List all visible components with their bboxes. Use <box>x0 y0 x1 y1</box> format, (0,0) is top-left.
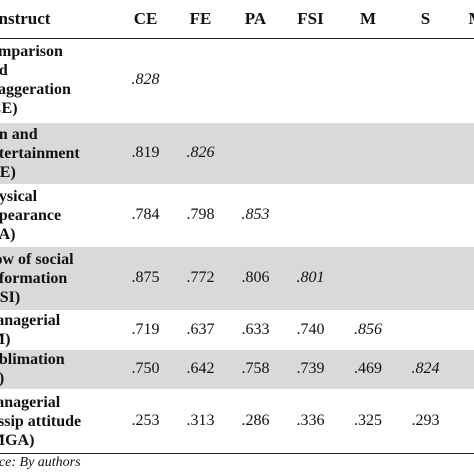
table-cell <box>453 310 474 350</box>
table-cell <box>338 184 398 247</box>
table-cell <box>338 122 398 185</box>
table-cell: .642 <box>173 349 228 390</box>
table-cell: .819 <box>118 122 173 185</box>
header-ce: CE <box>118 0 173 39</box>
table-cell <box>338 246 398 311</box>
table-row: low of social nformation FSI).875.772.80… <box>0 246 474 311</box>
source-note: rce: By authors <box>0 455 81 470</box>
table-cell: .750 <box>118 349 173 390</box>
table-row: hysical ppearance PA).784.798.853 <box>0 184 474 247</box>
table-cell <box>453 246 474 311</box>
table-cell <box>228 38 283 123</box>
table-cell: .313 <box>173 389 228 454</box>
table-cell: .826 <box>173 122 228 185</box>
table-cell: . <box>453 389 474 454</box>
table-cell <box>453 38 474 123</box>
table-cell <box>398 246 453 311</box>
table-cell: .875 <box>118 246 173 311</box>
table-cell: .856 <box>338 310 398 350</box>
table-cell: .828 <box>118 38 173 123</box>
construct-label: hysical ppearance PA) <box>0 184 118 247</box>
table-cell: .637 <box>173 310 228 350</box>
table-cell: .784 <box>118 184 173 247</box>
table-body: omparison nd xaggeration CE).828un and n… <box>0 38 474 454</box>
header-construct: onstruct <box>0 0 118 39</box>
construct-label: omparison nd xaggeration CE) <box>0 38 118 123</box>
table-cell <box>283 122 338 185</box>
header-pa: PA <box>228 0 283 39</box>
table-cell <box>453 184 474 247</box>
table-cell: .336 <box>283 389 338 454</box>
table-row: ublimation S).750.642.758.739.469.824 <box>0 349 474 390</box>
table-cell <box>398 184 453 247</box>
header-fe: FE <box>173 0 228 39</box>
construct-label: Ianagerial ossip attitude MGA) <box>0 389 118 454</box>
table-row: Ianagerial ossip attitude MGA).253.313.2… <box>0 389 474 454</box>
table-cell <box>453 349 474 390</box>
table-cell: .772 <box>173 246 228 311</box>
table-cell <box>398 38 453 123</box>
correlation-table: onstruct CE FE PA FSI M S M omparison nd… <box>0 0 474 454</box>
table-cell: .740 <box>283 310 338 350</box>
table-cell: .325 <box>338 389 398 454</box>
table-cell: .801 <box>283 246 338 311</box>
table-cell <box>173 38 228 123</box>
table-cell: .739 <box>283 349 338 390</box>
table-cell: .798 <box>173 184 228 247</box>
construct-label: low of social nformation FSI) <box>0 246 118 311</box>
header-m: M <box>338 0 398 39</box>
table-cell: .719 <box>118 310 173 350</box>
header-mga: M <box>453 0 474 39</box>
table-row: un and ntertainment FE).819.826 <box>0 122 474 185</box>
construct-label: Ianagerial M) <box>0 310 118 350</box>
table-header-row: onstruct CE FE PA FSI M S M <box>0 0 474 39</box>
table-cell <box>283 38 338 123</box>
table-row: Ianagerial M).719.637.633.740.856 <box>0 310 474 350</box>
table-cell: .758 <box>228 349 283 390</box>
table-cell <box>453 122 474 185</box>
table-cell: .293 <box>398 389 453 454</box>
table-cell: .853 <box>228 184 283 247</box>
table-cell <box>398 310 453 350</box>
table-cell <box>228 122 283 185</box>
table-cell <box>338 38 398 123</box>
header-fsi: FSI <box>283 0 338 39</box>
table-cell: .633 <box>228 310 283 350</box>
table-cell: .469 <box>338 349 398 390</box>
table-cell <box>398 122 453 185</box>
table-row: omparison nd xaggeration CE).828 <box>0 38 474 123</box>
table-cell: .824 <box>398 349 453 390</box>
construct-label: ublimation S) <box>0 349 118 390</box>
table-cell <box>283 184 338 247</box>
construct-label: un and ntertainment FE) <box>0 122 118 185</box>
table-cell: .806 <box>228 246 283 311</box>
header-s: S <box>398 0 453 39</box>
table-cell: .253 <box>118 389 173 454</box>
table-cell: .286 <box>228 389 283 454</box>
